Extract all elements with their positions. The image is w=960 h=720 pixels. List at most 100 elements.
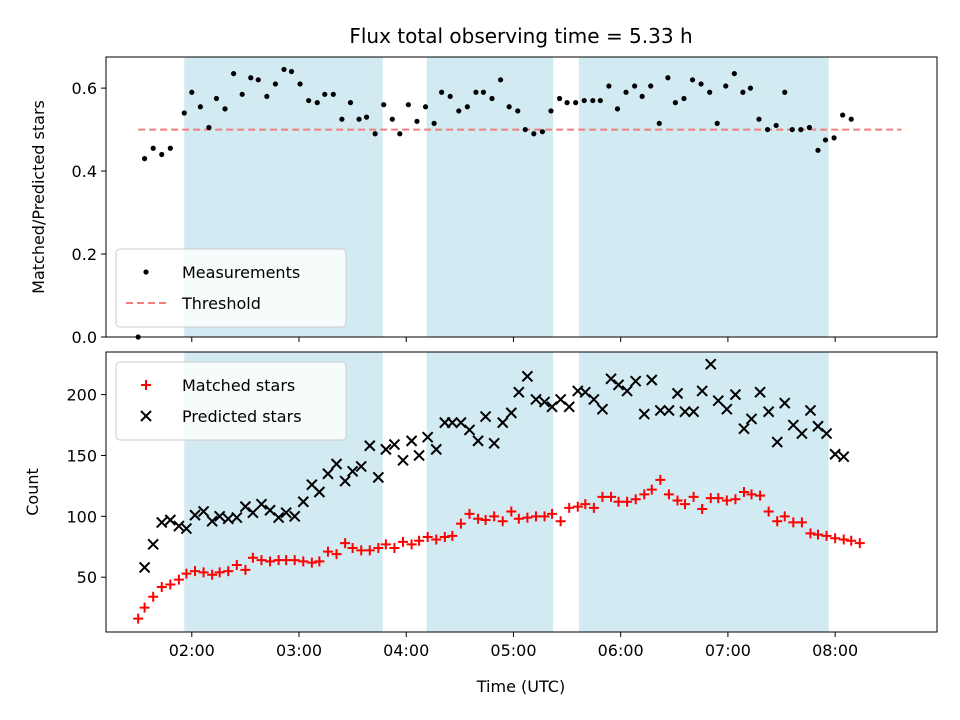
y-tick-label: 200 (66, 386, 97, 405)
data-point (256, 555, 267, 566)
data-point (820, 427, 833, 440)
data-point (522, 512, 533, 523)
data-point (356, 116, 362, 122)
data-point (313, 486, 326, 498)
data-point (281, 555, 292, 566)
data-point (479, 410, 492, 423)
data-point (405, 102, 411, 108)
data-point (755, 490, 766, 501)
data-point (322, 546, 333, 557)
data-point (464, 104, 470, 110)
data-point (772, 516, 783, 527)
data-point (707, 89, 713, 95)
data-point (629, 375, 642, 387)
data-point (139, 602, 150, 613)
data-point (207, 569, 218, 580)
data-point (538, 396, 551, 408)
data-point (639, 489, 650, 500)
data-point (830, 533, 841, 544)
data-point (380, 443, 392, 456)
data-point (198, 567, 209, 578)
data-point (646, 374, 658, 386)
data-point (521, 370, 534, 383)
data-point (138, 561, 151, 574)
data-point (330, 91, 336, 97)
data-point (414, 118, 420, 124)
y-tick-label: 0.6 (72, 79, 97, 98)
data-point (756, 116, 762, 122)
data-point (480, 515, 491, 525)
data-point (663, 489, 674, 500)
x-tick-label: 08:00 (812, 641, 858, 660)
data-point (573, 100, 579, 106)
plot-frame (105, 56, 938, 338)
data-point (456, 108, 462, 114)
data-point (447, 530, 458, 541)
data-point (747, 85, 754, 91)
data-point (147, 538, 159, 551)
data-point (779, 397, 791, 409)
data-point (389, 543, 400, 553)
data-point (272, 511, 285, 524)
data-point (159, 151, 165, 158)
data-point (473, 89, 479, 95)
data-point (680, 499, 691, 510)
data-point (289, 555, 300, 566)
data-point (247, 552, 258, 563)
data-point (213, 95, 220, 102)
data-point (665, 75, 671, 81)
data-point (439, 89, 445, 95)
data-point (306, 557, 317, 568)
data-point (180, 522, 193, 535)
chart-title: Flux total observing time = 5.33 h (349, 24, 692, 48)
data-point (522, 126, 528, 133)
data-point (746, 489, 757, 500)
data-point (347, 100, 354, 106)
data-point (239, 500, 252, 513)
data-point (838, 450, 850, 463)
data-point (548, 108, 554, 114)
data-point (656, 120, 662, 126)
data-point (745, 413, 758, 425)
data-point (473, 513, 484, 524)
data-point (580, 499, 591, 510)
data-point (729, 388, 742, 401)
data-point (422, 104, 429, 110)
x-tick-label: 06:00 (598, 641, 644, 660)
data-point (815, 147, 821, 153)
data-point (364, 440, 376, 452)
data-point (547, 508, 558, 519)
data-point (738, 487, 749, 497)
data-point (255, 498, 268, 510)
data-point (698, 81, 704, 87)
data-point (597, 491, 608, 502)
data-point (506, 104, 512, 110)
data-point (340, 538, 351, 549)
data-point (330, 458, 343, 470)
data-point (197, 104, 203, 110)
data-point (597, 97, 603, 104)
data-point (654, 404, 667, 417)
data-point (189, 509, 201, 521)
data-point (713, 493, 724, 504)
data-point (581, 97, 587, 104)
data-point (181, 568, 192, 579)
bottom-panel: 50 100 150 200 02:00 03:00 04:00 05:00 06:00 07:0… (66, 351, 938, 660)
data-point (388, 438, 401, 451)
data-point (213, 510, 226, 523)
data-point (372, 131, 378, 137)
data-point (214, 567, 225, 578)
data-point (612, 379, 625, 391)
data-point (363, 114, 370, 120)
series-matched-stars (133, 474, 865, 624)
data-point (455, 518, 466, 529)
data-point (464, 508, 475, 519)
data-point (838, 534, 849, 545)
data-point (206, 124, 212, 131)
data-point (297, 496, 310, 508)
data-point (322, 468, 334, 480)
data-point (730, 494, 741, 505)
data-point (272, 81, 279, 87)
x-tick-label: 04:00 (383, 641, 429, 660)
